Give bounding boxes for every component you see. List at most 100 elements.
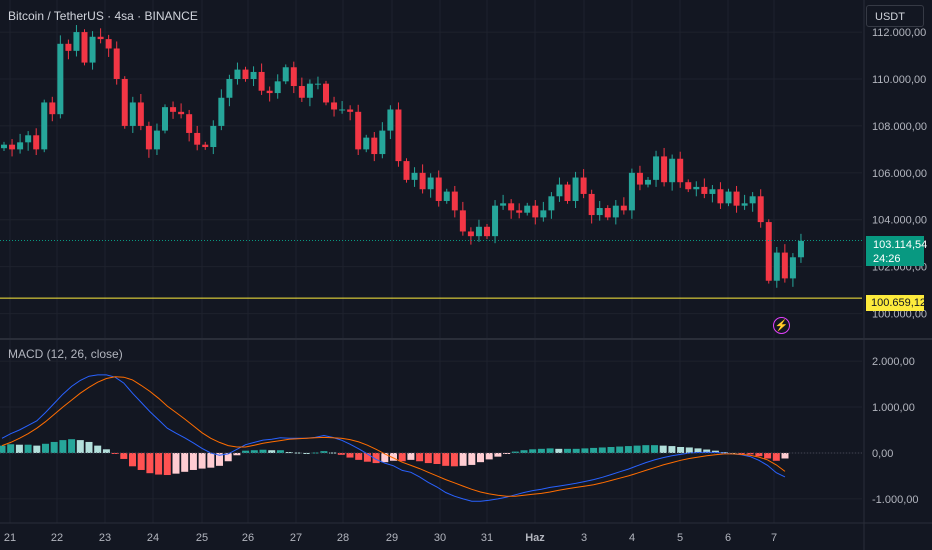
candle-body bbox=[363, 137, 370, 150]
candle-body bbox=[789, 257, 796, 279]
candle-body bbox=[677, 158, 684, 183]
candle-body bbox=[475, 226, 482, 237]
candle-body bbox=[717, 189, 724, 204]
candle-body bbox=[274, 81, 281, 94]
macd-histogram-bar bbox=[181, 452, 189, 472]
macd-histogram-bar bbox=[268, 450, 276, 453]
candle-body bbox=[765, 222, 772, 281]
macd-histogram-bar bbox=[129, 452, 136, 467]
macd-histogram-bar bbox=[94, 445, 102, 453]
candle-body bbox=[572, 177, 579, 201]
macd-histogram-bar bbox=[459, 452, 467, 466]
candle-body bbox=[645, 179, 651, 185]
currency-button[interactable]: USDT bbox=[866, 5, 924, 27]
macd-histogram-bar bbox=[85, 441, 93, 453]
candle-body bbox=[508, 203, 515, 211]
candle-body bbox=[548, 196, 555, 211]
candle-body bbox=[137, 102, 144, 126]
macd-histogram-bar bbox=[381, 452, 389, 463]
macd-histogram-bar bbox=[337, 452, 345, 455]
macd-histogram-bar bbox=[755, 452, 763, 457]
candle-body bbox=[612, 205, 619, 218]
candle-body bbox=[218, 97, 225, 126]
macd-histogram-bar bbox=[503, 452, 511, 454]
macd-histogram-bar bbox=[42, 443, 49, 453]
level-price-tag[interactable]: 100.659,12 bbox=[866, 295, 926, 311]
macd-histogram-bar bbox=[746, 452, 754, 455]
macd-histogram-bar bbox=[207, 452, 215, 468]
candle-body bbox=[427, 177, 434, 190]
macd-histogram-bar bbox=[555, 448, 563, 453]
candle-body bbox=[661, 156, 668, 183]
macd-histogram-bar bbox=[346, 452, 354, 458]
macd-histogram-bar bbox=[424, 452, 432, 464]
time-axis[interactable]: 21 22 23 24 25 26 27 28 29 30 31 Haz 3 4 5 6 7 bbox=[4, 532, 777, 544]
macd-histogram-bar bbox=[764, 452, 772, 459]
macd-title[interactable]: MACD (12, 26, close) bbox=[8, 347, 123, 361]
time-label: 25 bbox=[196, 532, 208, 544]
macd-histogram-bar bbox=[242, 450, 250, 453]
macd-histogram-bar bbox=[59, 440, 67, 453]
macd-histogram-bar bbox=[329, 452, 337, 454]
macd-histogram-bar bbox=[259, 449, 267, 453]
macd-histogram-bar bbox=[485, 452, 493, 460]
macd-histogram-bar bbox=[564, 448, 571, 453]
candle-body bbox=[580, 177, 587, 194]
macd-tick-label: -1.000,00 bbox=[872, 494, 918, 506]
candle-body bbox=[532, 205, 539, 218]
lightning-icon[interactable]: ⚡ bbox=[773, 317, 790, 334]
macd-histogram-bar bbox=[607, 447, 615, 453]
price-tick-label: 112.000,00 bbox=[872, 27, 926, 39]
macd-histogram-bar bbox=[642, 445, 650, 453]
bar-countdown: 24:26 bbox=[873, 253, 901, 265]
time-label: 22 bbox=[51, 532, 63, 544]
candle-body bbox=[186, 114, 193, 133]
macd-histogram-bar bbox=[320, 451, 328, 453]
macd-histogram-bar bbox=[590, 447, 598, 453]
price-tick-label: 110.000,00 bbox=[872, 74, 926, 86]
candle-body bbox=[773, 252, 780, 281]
candle-body bbox=[500, 203, 507, 206]
macd-histogram-bar bbox=[50, 441, 58, 453]
candle-body bbox=[170, 107, 177, 112]
macd-histogram-bar bbox=[233, 452, 241, 456]
price-tick-label: 108.000,00 bbox=[872, 121, 927, 133]
candle-body bbox=[97, 36, 104, 40]
macd-histogram-bar bbox=[276, 450, 284, 453]
macd-histogram-bar bbox=[172, 452, 180, 474]
candle-body bbox=[65, 43, 72, 51]
candle-body bbox=[145, 125, 152, 150]
macd-histogram-bar bbox=[694, 448, 702, 453]
macd-histogram-bar bbox=[398, 452, 406, 462]
candle-body bbox=[435, 177, 442, 201]
candle-body bbox=[596, 208, 603, 216]
macd-histogram-bar bbox=[468, 452, 476, 465]
macd-histogram-bar bbox=[102, 449, 110, 453]
price-tick-label: 104.000,00 bbox=[872, 215, 927, 227]
macd-scale[interactable]: 2.000,00 1.000,00 0,00 -1.000,00 bbox=[872, 356, 918, 506]
candle-body bbox=[492, 205, 499, 237]
macd-histogram-bar bbox=[537, 448, 545, 453]
macd-histogram-bar bbox=[703, 449, 711, 453]
candle-body bbox=[194, 132, 201, 145]
macd-histogram-bar bbox=[442, 452, 450, 466]
candle-body bbox=[9, 144, 16, 150]
candle-body bbox=[49, 102, 56, 115]
candle-body bbox=[564, 184, 571, 201]
macd-histogram-bar bbox=[407, 452, 415, 460]
candle-body bbox=[467, 231, 474, 237]
candle-body bbox=[339, 109, 346, 111]
grid bbox=[0, 0, 862, 523]
macd-histogram-bar bbox=[685, 447, 693, 453]
symbol-title[interactable]: Bitcoin / TetherUS · 4sa · BINANCE bbox=[8, 9, 198, 23]
candle-body bbox=[741, 203, 748, 206]
time-label: 21 bbox=[4, 532, 16, 544]
macd-histogram-bar bbox=[581, 448, 589, 453]
candle-body bbox=[540, 210, 547, 218]
price-scale[interactable]: 112.000,00 110.000,00 108.000,00 106.000,00… bbox=[872, 27, 927, 321]
macd-histogram-bar bbox=[598, 447, 606, 453]
candle-body bbox=[17, 142, 24, 150]
candle-body bbox=[331, 102, 338, 110]
last-price-value: 103.114,54 bbox=[873, 239, 928, 251]
